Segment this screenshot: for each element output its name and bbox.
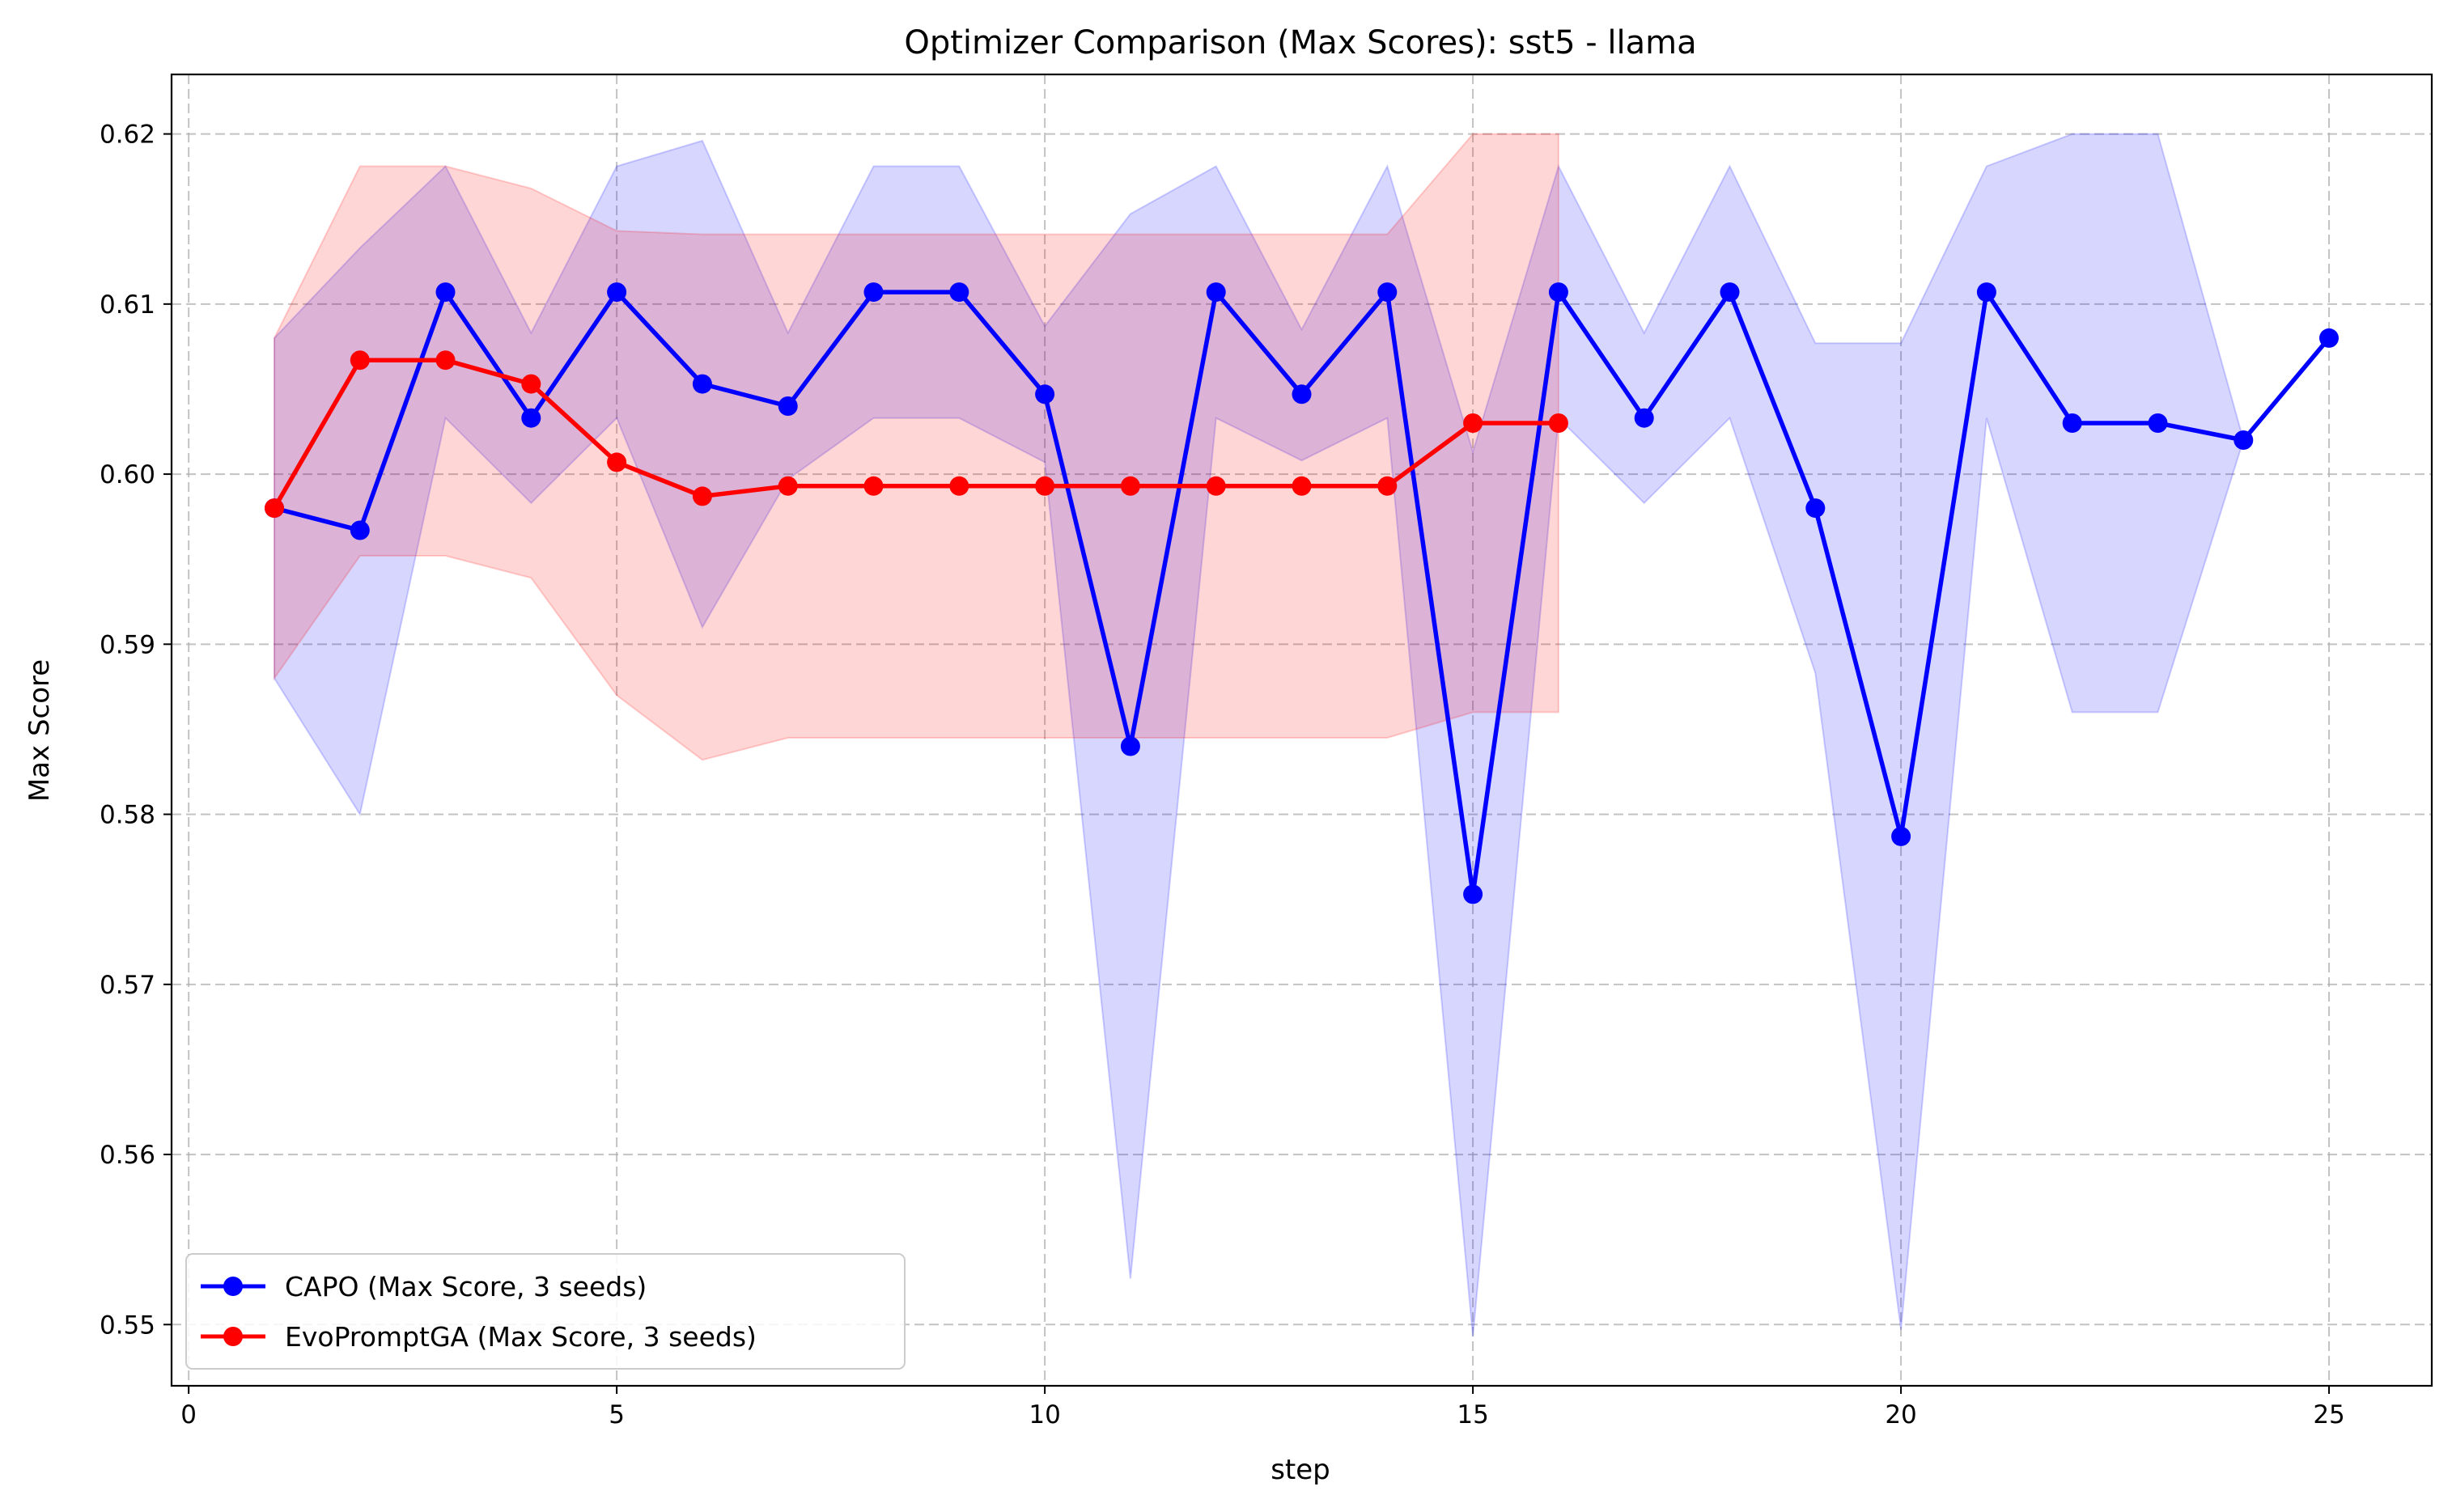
x-axis-label: step [1271,1454,1330,1486]
legend-label-capo: CAPO (Max Score, 3 seeds) [285,1271,647,1302]
point-evopromptga [949,476,969,496]
y-axis-label: Max Score [23,659,56,802]
axis-ticks: 0 5 10 15 20 25 0.55 0.56 0.57 0.58 0.59 0.60 0.61 0.… [100,121,2345,1429]
point-capo [863,282,884,303]
y-tick-label: 0.57 [100,971,155,1000]
point-evopromptga [607,452,627,472]
point-evopromptga [692,486,712,506]
point-capo [607,282,627,303]
point-capo [1891,826,1911,846]
legend-marker-evopromptga [223,1327,243,1346]
band-evopromptga [274,133,1559,761]
point-evopromptga [1292,476,1312,496]
y-tick-label: 0.60 [100,460,155,489]
point-evopromptga [265,498,284,519]
x-tick-label: 0 [180,1400,197,1429]
point-capo [949,282,969,303]
point-evopromptga [1206,476,1226,496]
point-capo [1377,282,1398,303]
x-tick-label: 15 [1457,1400,1488,1429]
point-capo [2319,328,2339,348]
point-capo [1463,884,1483,904]
legend-box [185,1253,906,1370]
point-capo [1292,384,1312,404]
point-capo [2062,413,2082,433]
point-capo [1805,498,1826,519]
point-evopromptga [1035,476,1055,496]
point-capo [778,396,798,416]
point-capo [2234,430,2254,450]
point-capo [1035,384,1055,404]
x-tick-label: 5 [609,1400,625,1429]
plot-area-frame [170,73,2433,1387]
point-capo [1120,736,1140,756]
point-capo [1548,282,1568,303]
x-tick-label: 20 [1885,1400,1916,1429]
point-capo [1976,282,1996,303]
point-capo [1206,282,1226,303]
point-capo [2148,413,2168,433]
y-tick-label: 0.56 [100,1141,155,1170]
legend-marker-capo [223,1277,243,1296]
y-tick-label: 0.55 [100,1311,155,1340]
point-capo [692,374,712,394]
y-tick-label: 0.59 [100,630,155,659]
y-tick-label: 0.58 [100,801,155,830]
point-capo [435,282,456,303]
point-capo [521,408,541,428]
point-capo [1634,408,1654,428]
point-evopromptga [1120,476,1140,496]
grid [172,74,2432,1386]
x-tick-label: 10 [1029,1400,1060,1429]
x-tick-label: 25 [2313,1400,2344,1429]
point-capo [350,520,370,540]
chart-title: Optimizer Comparison (Max Scores): sst5 … [904,24,1696,61]
series-lines [265,282,2339,904]
point-evopromptga [778,476,798,496]
point-evopromptga [350,350,370,371]
point-capo [1720,282,1740,303]
point-evopromptga [1548,413,1568,433]
legend-label-evopromptga: EvoPromptGA (Max Score, 3 seeds) [285,1321,757,1353]
legend: CAPO (Max Score, 3 seeds) EvoPromptGA (M… [185,1253,906,1370]
point-evopromptga [435,350,456,371]
y-tick-label: 0.61 [100,290,155,320]
point-evopromptga [1377,476,1398,496]
line-evopromptga [272,358,1559,510]
point-evopromptga [521,374,541,394]
point-evopromptga [863,476,884,496]
point-evopromptga [1463,413,1483,433]
y-tick-label: 0.62 [100,121,155,150]
